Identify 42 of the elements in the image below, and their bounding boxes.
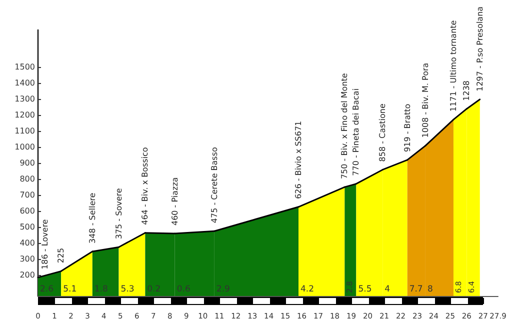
annotation: 460 - Piazza	[170, 177, 180, 226]
y-tick-label: 1400	[14, 78, 35, 88]
y-tick-label: 500	[20, 222, 35, 232]
annotation: 750 - Biv. x Fino del Monte	[340, 73, 350, 180]
annotation: 1297 - P.so Presolana	[475, 6, 484, 92]
annotation: 5.3	[120, 284, 134, 294]
annotation: 475 - Cerete Basso	[210, 146, 219, 224]
y-tick-label: 800	[20, 174, 35, 184]
annotation: 2.9	[216, 284, 230, 294]
y-tick-label: 700	[20, 190, 35, 200]
y-tick-label: 1300	[14, 94, 35, 104]
annotation: 5.1	[63, 284, 77, 294]
annotation: 225	[56, 248, 66, 264]
annotation: 4.2	[300, 284, 314, 294]
annotation: 626 - Bivio x SS671	[294, 120, 303, 199]
annotation: 348 - Sellere	[88, 192, 97, 244]
annotation: 4	[384, 284, 390, 294]
y-tick-label: 600	[20, 206, 35, 216]
annotation: 0.6	[176, 284, 190, 294]
y-tick-label: 1200	[14, 110, 35, 120]
annotation: 0.2	[147, 284, 161, 294]
y-tick-label: 1100	[14, 126, 35, 136]
annotation: 770 - Pineta dei Bacai	[352, 88, 361, 176]
annotation: 8	[427, 284, 433, 294]
annotation: 858 - Castione	[378, 104, 388, 162]
annotation: 1008 - Biv. M. Pora	[420, 62, 430, 138]
y-tick-label: 200	[20, 270, 35, 280]
y-tick-label: 300	[20, 254, 35, 264]
annotation: 186 - Lovere	[40, 219, 50, 270]
y-tick-label: 1500	[14, 62, 35, 72]
y-tick-label: 1000	[14, 142, 35, 152]
annotation: 375 - Sovere	[114, 188, 124, 240]
y-tick-label: 900	[20, 158, 35, 168]
annotation: 5.5	[358, 284, 372, 294]
annotation: 464 - Biv. x Bossico	[140, 147, 150, 225]
y-tick-label: 400	[20, 238, 35, 248]
annotation: 7.7	[409, 284, 423, 294]
annotation: 2.6	[40, 284, 54, 294]
annotation: 1238	[462, 80, 472, 101]
annotation: 1.8	[94, 284, 108, 294]
annotation: 1171 - Ultimo tornante	[448, 20, 458, 112]
annotation: 919 - Bratto	[402, 104, 412, 152]
